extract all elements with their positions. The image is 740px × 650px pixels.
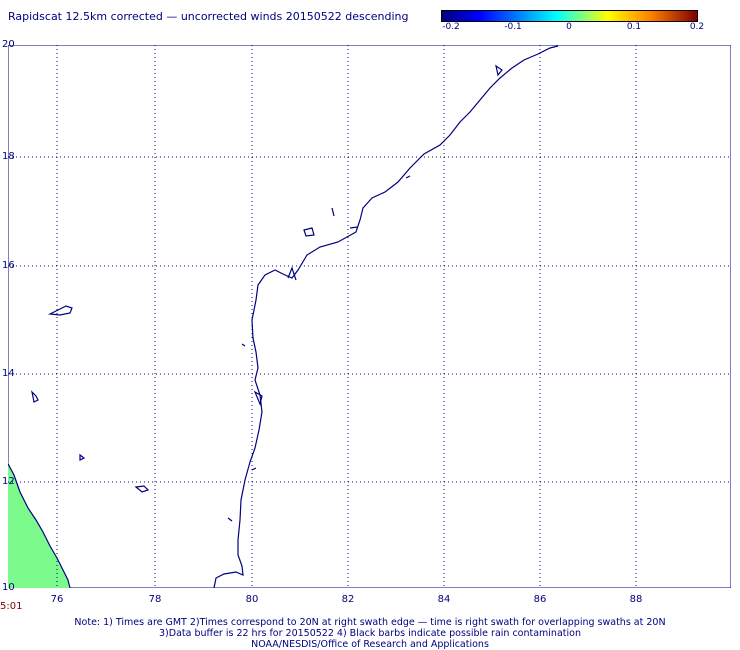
colorbar-label: 0 [566, 22, 572, 32]
swath-time-label: 5:01 [0, 601, 23, 612]
lon-label: 82 [341, 594, 355, 605]
colorbar-label: 0.2 [689, 22, 705, 32]
lat-label: 12 [2, 476, 15, 487]
lat-label: 14 [2, 368, 15, 379]
coastline [8, 45, 559, 588]
lon-label: 86 [533, 594, 547, 605]
note-line-1: Note: 1) Times are GMT 2)Times correspon… [74, 617, 666, 628]
colorbar-label: 0.1 [626, 22, 642, 32]
grid-lines [8, 45, 731, 588]
lon-label: 88 [629, 594, 643, 605]
lon-label: 78 [148, 594, 162, 605]
swath-region [8, 462, 70, 588]
lat-label: 18 [2, 151, 15, 162]
lon-label: 76 [50, 594, 64, 605]
colorbar [441, 10, 698, 22]
lon-label: 80 [245, 594, 259, 605]
plot-frame [8, 45, 731, 588]
lat-label: 20 [2, 39, 15, 50]
colorbar-label: -0.1 [504, 22, 522, 32]
colorbar-label: -0.2 [442, 22, 460, 32]
note-line-3: NOAA/NESDIS/Office of Research and Appli… [251, 639, 489, 650]
lat-label: 10 [2, 582, 15, 593]
map-title: Rapidscat 12.5km corrected — uncorrected… [8, 10, 409, 23]
lat-label: 16 [2, 260, 15, 271]
lon-label: 84 [437, 594, 451, 605]
note-line-2: 3)Data buffer is 22 hrs for 20150522 4) … [159, 628, 581, 639]
map-plot [8, 45, 731, 588]
